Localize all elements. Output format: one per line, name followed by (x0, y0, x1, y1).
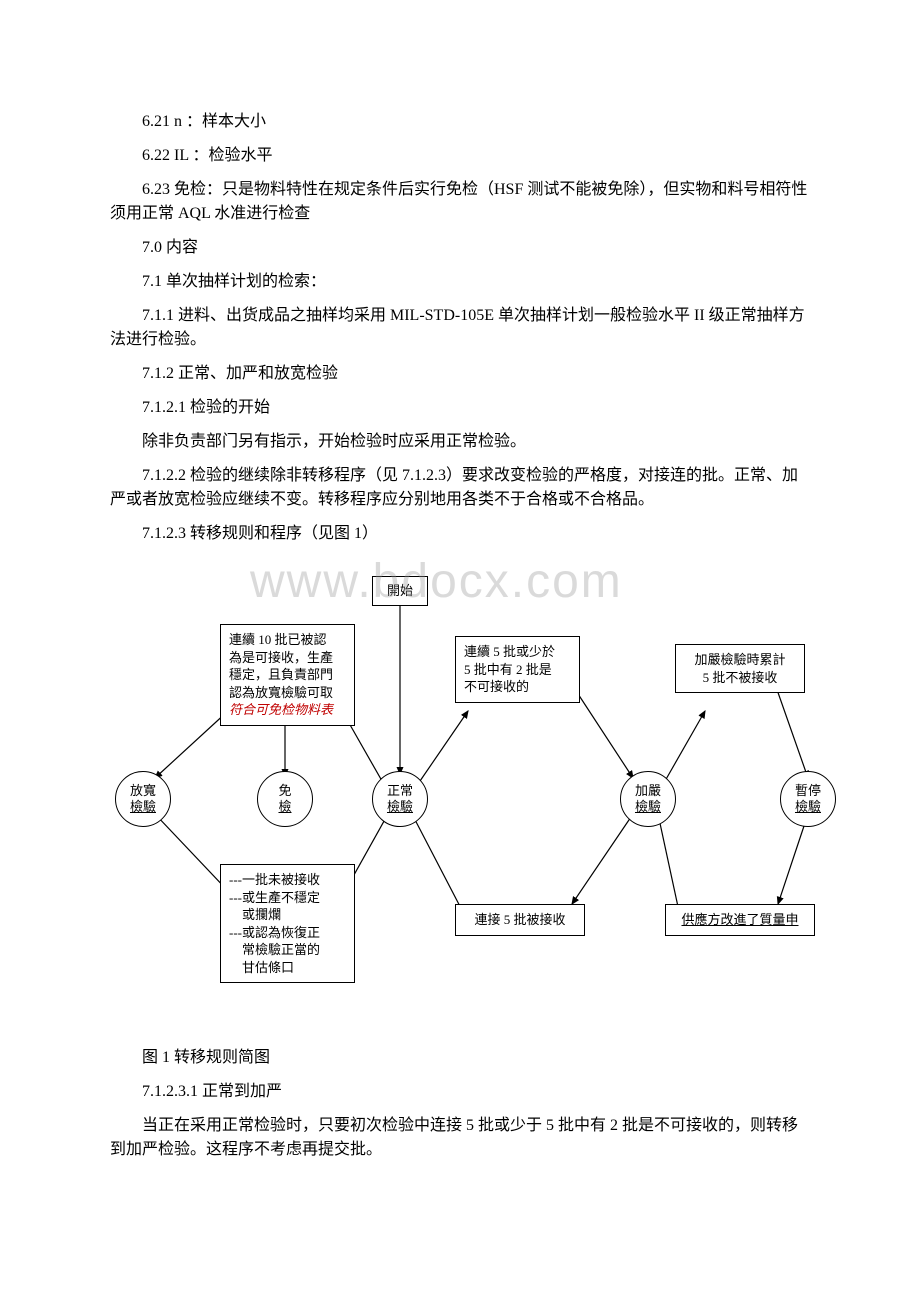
para-7-1-2-1: 7.1.2.1 检验的开始 (110, 396, 810, 420)
box-mid-top-l2: 5 批中有 2 批是 (464, 661, 571, 679)
node-normal-l1: 正常 (387, 783, 413, 799)
box-left-bot: ---一批未被接收 ---或生產不穩定 或攔爛 ---或認為恢復正 常檢驗正當的… (220, 864, 355, 983)
figure-caption: 图 1 转移规则简图 (110, 1046, 810, 1070)
node-start-label: 開始 (387, 583, 413, 598)
box-mid-top: 連續 5 批或少於 5 批中有 2 批是 不可接收的 (455, 636, 580, 703)
para-6-21: 6.21 n ：样本大小 (110, 110, 810, 134)
para-6-23: 6.23 免检：只是物料特性在规定条件后实行免检（HSF 测试不能被免除），但实… (110, 178, 810, 226)
node-suspend-l1: 暫停 (795, 783, 821, 799)
node-suspend-l2: 檢驗 (795, 799, 821, 815)
box-left-top-l3: 穩定，且負責部門 (229, 666, 346, 684)
box-right-top-l1: 加嚴檢驗時累計 (684, 651, 796, 669)
para-7-1: 7.1 单次抽样计划的检索： (110, 270, 810, 294)
box-right-top-l2: 5 批不被接收 (684, 669, 796, 687)
box-mid-top-l1: 連續 5 批或少於 (464, 643, 571, 661)
box-left-bot-l4: ---或認為恢復正 (229, 924, 346, 942)
para-7-1-2-3-1: 7.1.2.3.1 正常到加严 (110, 1080, 810, 1104)
node-tight: 加嚴 檢驗 (620, 771, 676, 827)
box-left-bot-l2: ---或生產不穩定 (229, 889, 346, 907)
node-exempt-l1: 免 (278, 783, 291, 799)
node-tight-l2: 檢驗 (635, 799, 661, 815)
box-mid-bot: 連接 5 批被接收 (455, 904, 585, 936)
box-left-bot-l6: 甘估條口 (229, 959, 346, 977)
para-6-22: 6.22 IL ：检验水平 (110, 144, 810, 168)
box-left-top-l1: 連續 10 批已被認 (229, 631, 346, 649)
box-left-top-l4: 認為放寬檢驗可取 (229, 684, 346, 702)
node-exempt-l2: 檢 (278, 799, 291, 815)
box-right-top: 加嚴檢驗時累計 5 批不被接收 (675, 644, 805, 693)
node-normal-l2: 檢驗 (387, 799, 413, 815)
para-7-1-2-1-body: 除非负责部门另有指示，开始检验时应采用正常检验。 (110, 430, 810, 454)
box-left-top-l2: 為是可接收，生產 (229, 649, 346, 667)
node-tight-l1: 加嚴 (635, 783, 661, 799)
node-suspend: 暫停 檢驗 (780, 771, 836, 827)
box-left-bot-l1: ---一批未被接收 (229, 871, 346, 889)
node-relaxed-l2: 檢驗 (130, 799, 156, 815)
box-left-top-l5: 符合可免检物料表 (229, 701, 346, 719)
box-right-bot-l1: 供應方改進了質量申 (670, 911, 810, 929)
box-mid-top-l3: 不可接收的 (464, 678, 571, 696)
node-start: 開始 (372, 576, 428, 606)
para-7-1-1: 7.1.1 进料、出货成品之抽样均采用 MIL-STD-105E 单次抽样计划一… (110, 304, 810, 352)
node-normal: 正常 檢驗 (372, 771, 428, 827)
box-left-bot-l5: 常檢驗正當的 (229, 941, 346, 959)
para-7-1-2-2: 7.1.2.2 检验的继续除非转移程序（见 7.1.2.3）要求改变检验的严格度… (110, 464, 810, 512)
box-mid-bot-l1: 連接 5 批被接收 (460, 911, 580, 929)
para-7-1-2-3-1-body: 当正在采用正常检验时，只要初次检验中连接 5 批或少于 5 批中有 2 批是不可… (110, 1114, 810, 1162)
box-left-bot-l3: 或攔爛 (229, 906, 346, 924)
box-right-bot: 供應方改進了質量申 (665, 904, 815, 936)
diagram-edges (110, 556, 830, 1036)
para-7-1-2: 7.1.2 正常、加严和放宽检验 (110, 362, 810, 386)
node-relaxed: 放寬 檢驗 (115, 771, 171, 827)
node-relaxed-l1: 放寬 (130, 783, 156, 799)
transfer-rules-diagram: www.bdocx.com 開始 放寬 檢 (110, 556, 830, 1036)
para-7-0: 7.0 内容 (110, 236, 810, 260)
box-left-top: 連續 10 批已被認 為是可接收，生產 穩定，且負責部門 認為放寬檢驗可取 符合… (220, 624, 355, 726)
para-7-1-2-3: 7.1.2.3 转移规则和程序（见图 1） (110, 522, 810, 546)
node-exempt: 免 檢 (257, 771, 313, 827)
